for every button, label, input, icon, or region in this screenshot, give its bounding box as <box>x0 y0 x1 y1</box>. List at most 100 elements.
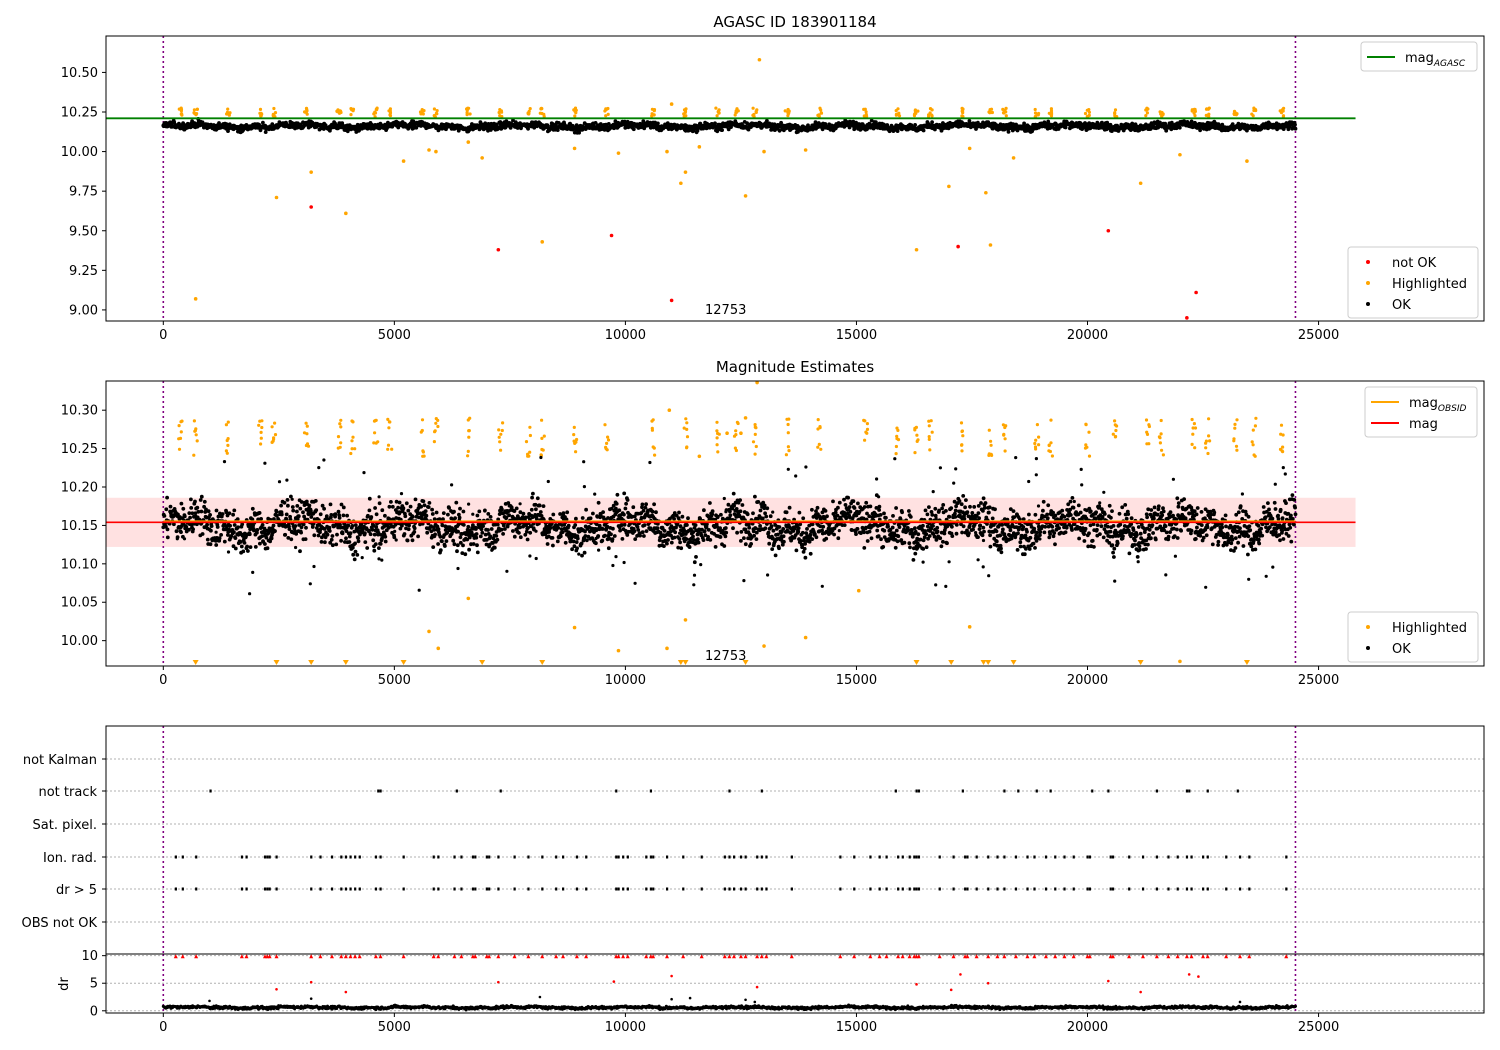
magnitude-highlighted-point <box>499 432 503 436</box>
magnitude-ok-point <box>877 504 882 509</box>
magnitude-highlighted-point <box>816 445 820 449</box>
agasc-highlighted-point <box>1037 111 1041 116</box>
magnitude-highlighted-point <box>895 437 899 441</box>
magnitude-ok-point <box>691 534 695 539</box>
agasc-ok-point <box>1006 130 1011 134</box>
magnitude-highlighted-point <box>1049 418 1053 422</box>
magnitude-ok-point <box>273 529 277 533</box>
magnitude-ok-point <box>556 526 561 530</box>
magnitude-ok-point <box>565 510 570 515</box>
magnitude-ok-point <box>524 529 529 534</box>
magnitude-ok-point <box>862 530 866 535</box>
magnitude-highlighted-point <box>785 417 789 421</box>
magnitude-ok-point <box>269 536 274 541</box>
magnitude-ok-point <box>405 538 410 543</box>
magnitude-ok-point <box>566 523 571 528</box>
agasc-lower-legend-label: Highlighted <box>1392 277 1467 292</box>
magnitude-ok-point <box>309 515 314 519</box>
magnitude-ok-point <box>875 528 880 533</box>
agasc-highlighted-point <box>984 190 988 195</box>
magnitude-ok-point <box>174 529 179 534</box>
magnitude-highlighted-point <box>1208 439 1212 443</box>
agasc-highlighted-point <box>819 108 823 112</box>
agasc-highlighted-point <box>193 297 198 301</box>
magnitude-ok-point <box>551 543 555 548</box>
magnitude-ok-point <box>739 539 743 543</box>
magnitude-ok-point <box>655 526 660 531</box>
magnitude-ok-point <box>696 537 700 542</box>
agasc-not-ok-point <box>956 244 960 249</box>
magnitude-ok-point <box>555 539 560 544</box>
agasc-highlighted-point <box>683 170 688 174</box>
agasc-x-tick-label: 25000 <box>1298 328 1339 343</box>
agasc-highlighted-point <box>735 108 739 113</box>
magnitude-highlighted-point <box>1159 432 1163 436</box>
magnitude-ok-point <box>500 507 504 512</box>
magnitude-ok-point <box>692 560 697 565</box>
magnitude-ok-point <box>762 503 767 508</box>
magnitude-highlighted-point <box>916 438 920 442</box>
magnitude-highlighted-point <box>685 435 690 439</box>
magnitude-ok-point <box>846 495 850 500</box>
agasc-highlighted-point <box>684 114 688 118</box>
agasc-ok-point <box>486 122 491 126</box>
magnitude-ok-point <box>751 511 755 516</box>
magnitude-ok-point <box>184 525 189 529</box>
magnitude-ok-point <box>574 540 579 544</box>
magnitude-ok-point <box>427 501 432 505</box>
magnitude-ok-point <box>179 501 184 506</box>
magnitude-highlighted-point <box>895 426 899 430</box>
agasc-ok-point <box>745 121 749 126</box>
agasc-highlighted-point <box>733 113 737 117</box>
magnitude-highlighted-point <box>273 433 278 437</box>
magnitude-highlighted-point <box>1033 441 1037 446</box>
magnitude-ok-point <box>574 516 578 521</box>
agasc-highlighted-point <box>336 110 340 114</box>
agasc-ok-point <box>261 120 265 125</box>
magnitude-ok-point <box>461 509 466 514</box>
magnitude-highlighted-point <box>177 437 181 441</box>
magnitude-ok-point <box>253 545 258 549</box>
magnitude-ok-point <box>246 549 250 553</box>
agasc-x-tick-label: 0 <box>159 328 167 343</box>
magnitude-highlighted-point <box>386 443 391 447</box>
magnitude-ok-point <box>374 525 379 529</box>
agasc-highlighted-point <box>1001 111 1006 115</box>
magnitude-highlighted-point <box>387 426 391 430</box>
magnitude-ok-point <box>329 537 334 542</box>
magnitude-ok-point <box>760 516 765 521</box>
magnitude-ok-point <box>624 501 628 506</box>
magnitude-ok-point <box>260 523 265 527</box>
magnitude-highlighted-point <box>350 447 354 451</box>
magnitude-ok-point <box>295 504 300 508</box>
agasc-highlighted-point <box>947 184 951 189</box>
magnitude-highlighted-point <box>528 425 532 429</box>
magnitude-ok-point <box>620 537 625 541</box>
magnitude-ok-point <box>310 525 315 529</box>
magnitude-ok-point <box>784 510 789 515</box>
magnitude-highlighted-point <box>651 418 655 422</box>
magnitude-highlighted-point <box>1003 437 1007 441</box>
agasc-highlighted-point <box>616 151 621 155</box>
magnitude-ok-point <box>341 505 346 510</box>
magnitude-ok-point <box>222 539 227 544</box>
magnitude-ok-point <box>318 512 323 517</box>
magnitude-ok-point <box>335 532 339 537</box>
magnitude-highlighted-point <box>467 435 471 439</box>
magnitude-ok-point <box>188 515 193 520</box>
agasc-highlighted-point <box>1033 111 1038 115</box>
magnitude-ok-point <box>796 529 801 534</box>
magnitude-ok-point <box>594 541 598 546</box>
magnitude-ok-point <box>842 523 847 527</box>
magnitude-highlighted-point <box>987 453 991 457</box>
magnitude-highlighted-point <box>179 420 183 424</box>
agasc-highlighted-point <box>435 109 439 113</box>
magnitude-highlighted-point <box>372 419 377 423</box>
magnitude-highlighted-point <box>652 446 656 450</box>
magnitude-highlighted-point <box>572 425 576 429</box>
magnitude-ok-point <box>851 499 856 504</box>
agasc-x-tick-label: 5000 <box>378 328 411 343</box>
magnitude-ok-point <box>832 532 836 537</box>
agasc-highlighted-point <box>1245 159 1249 163</box>
magnitude-highlighted-point <box>1087 454 1092 458</box>
